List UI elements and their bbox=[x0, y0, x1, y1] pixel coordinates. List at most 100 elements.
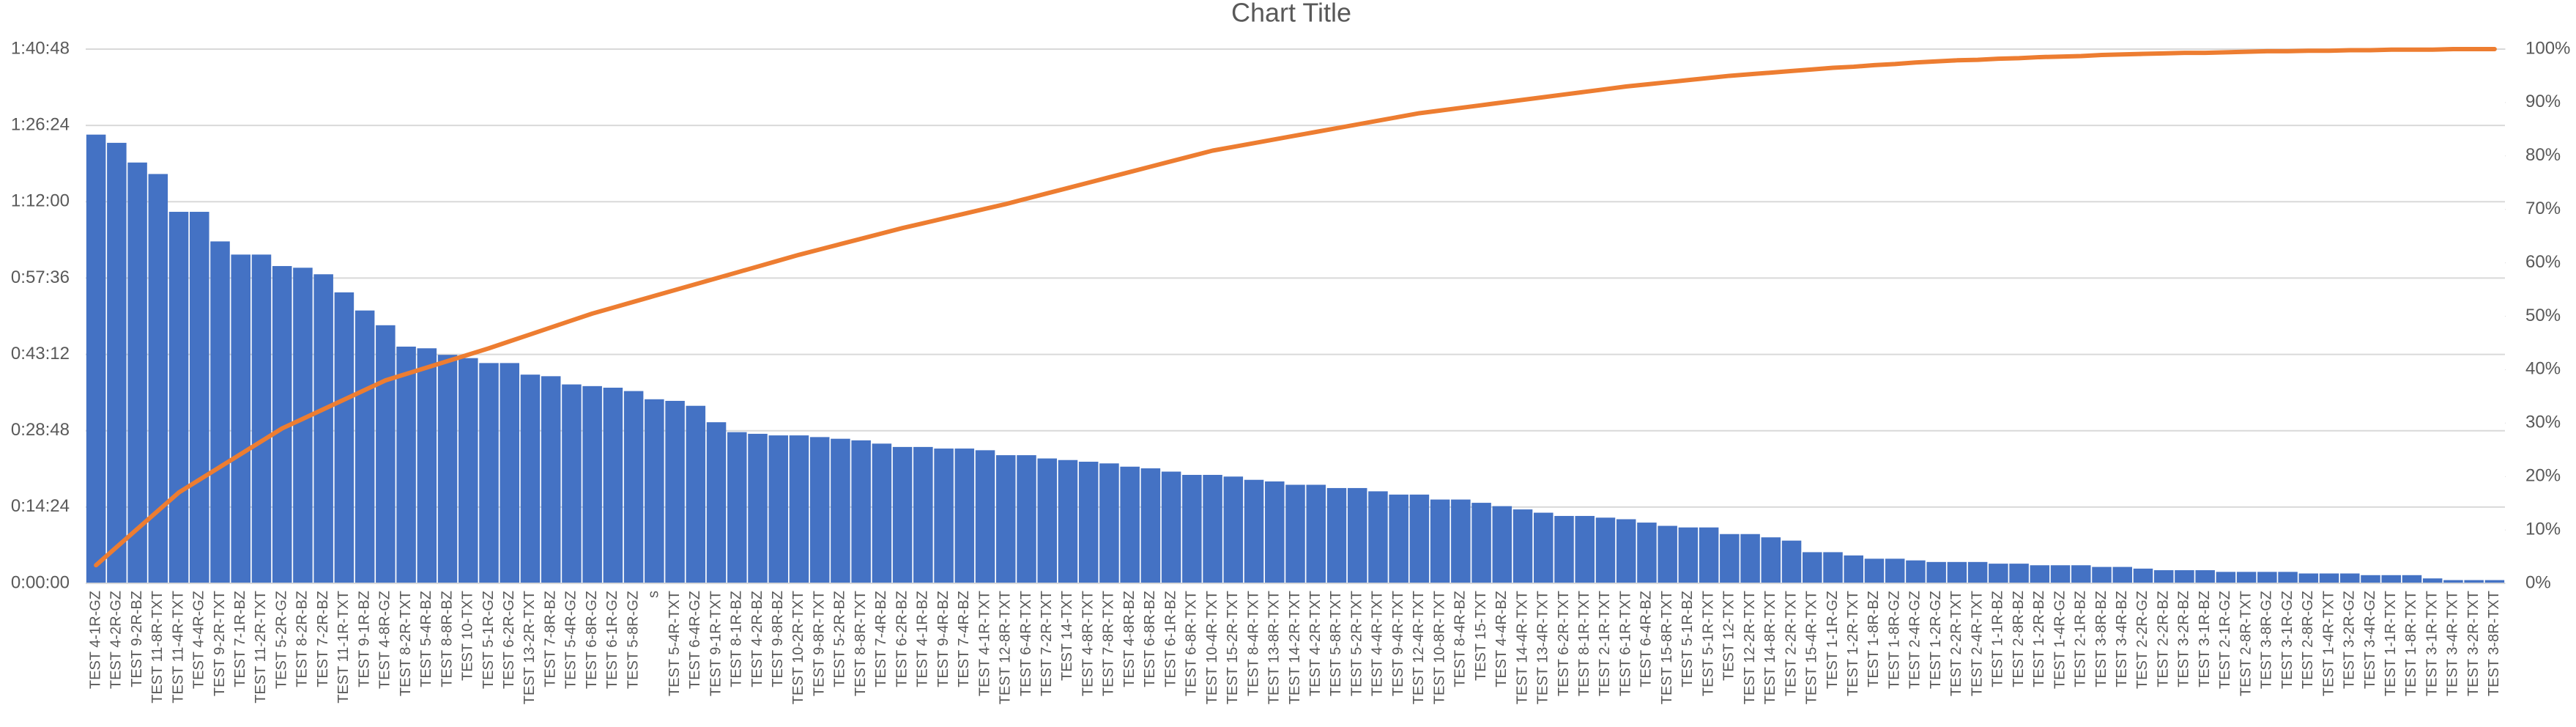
x-tick-label: TEST 11-8R-TXT bbox=[149, 591, 166, 704]
x-tick-label: TEST 2-2R-TXT bbox=[1948, 591, 1964, 696]
x-tick-label: TEST 3-2R-TXT bbox=[2465, 591, 2482, 696]
x-tick-label: TEST 2-2R-BZ bbox=[2155, 591, 2171, 687]
bar bbox=[500, 363, 519, 583]
bar bbox=[1306, 484, 1326, 583]
bar bbox=[2216, 572, 2236, 583]
bar bbox=[1347, 487, 1367, 583]
bar bbox=[1203, 474, 1222, 583]
bar bbox=[231, 254, 250, 583]
bar bbox=[934, 449, 954, 583]
x-tick-label: TEST 6-2R-GZ bbox=[501, 591, 517, 689]
x-tick-label: TEST 3-2R-GZ bbox=[2342, 591, 2358, 689]
y2-tick-label: 20% bbox=[2525, 466, 2561, 486]
x-tick-label: TEST 7-1R-BZ bbox=[232, 591, 248, 687]
x-tick-label: TEST 5-1R-TXT bbox=[1700, 591, 1716, 696]
bar bbox=[954, 449, 975, 583]
bar bbox=[2298, 573, 2319, 583]
x-tick-label: TEST 8-1R-TXT bbox=[1576, 591, 1592, 696]
bar bbox=[1554, 516, 1574, 583]
bar bbox=[768, 435, 788, 583]
x-tick-label: TEST 7-2R-BZ bbox=[315, 591, 331, 687]
bar bbox=[1265, 481, 1285, 583]
x-tick-label: TEST 12-4R-TXT bbox=[1411, 591, 1427, 704]
x-tick-label: TEST 9-8R-TXT bbox=[811, 591, 827, 696]
bar bbox=[2278, 572, 2298, 583]
x-tick-label: TEST 6-4R-BZ bbox=[1638, 591, 1655, 687]
bar bbox=[1409, 494, 1430, 583]
y-tick-label: 0:28:48 bbox=[11, 420, 70, 440]
bar bbox=[2381, 575, 2401, 583]
bar bbox=[1492, 506, 1512, 583]
x-tick-label: TEST 5-4R-TXT bbox=[667, 591, 683, 696]
bar bbox=[1967, 561, 1988, 583]
bar bbox=[376, 325, 396, 583]
x-tick-label: TEST 9-4R-TXT bbox=[1390, 591, 1406, 696]
x-tick-label: TEST 1-4R-TXT bbox=[2320, 591, 2336, 696]
x-tick-label: TEST 3-4R-GZ bbox=[2362, 591, 2378, 689]
bar bbox=[1844, 555, 1863, 583]
bar bbox=[1285, 484, 1305, 583]
x-tick-label: TEST 14-4R-TXT bbox=[1514, 591, 1530, 704]
x-tick-label: TEST 7-4R-BZ bbox=[873, 591, 889, 687]
bar bbox=[1078, 462, 1099, 583]
x-tick-label: TEST 10-TXT bbox=[460, 591, 476, 681]
bar bbox=[1471, 503, 1491, 583]
x-tick-label: TEST 7-8R-BZ bbox=[542, 591, 558, 687]
y-tick-label: 0:14:24 bbox=[11, 496, 70, 516]
bar bbox=[1223, 476, 1244, 583]
bar bbox=[2071, 565, 2091, 583]
bar bbox=[2402, 575, 2422, 583]
bar bbox=[2422, 578, 2443, 583]
bar bbox=[2112, 567, 2132, 583]
bar bbox=[1699, 527, 1719, 583]
x-tick-label: TEST 6-1R-GZ bbox=[604, 591, 620, 689]
bar bbox=[1451, 499, 1471, 583]
bar bbox=[107, 142, 127, 583]
bar bbox=[1658, 525, 1677, 583]
x-tick-label: TEST 9-1R-TXT bbox=[708, 591, 724, 696]
x-tick-label: TEST 8-4R-TXT bbox=[1245, 591, 1261, 696]
x-tick-label: TEST 3-8R-BZ bbox=[2093, 591, 2109, 687]
bar bbox=[686, 405, 706, 583]
bar bbox=[1017, 455, 1036, 583]
x-tick-label: TEST 5-1R-BZ bbox=[1679, 591, 1696, 687]
x-tick-label: TEST 4-4R-TXT bbox=[1370, 591, 1386, 696]
bar bbox=[2361, 575, 2380, 583]
bar bbox=[396, 346, 416, 583]
bar bbox=[2050, 565, 2071, 583]
x-tick-label: TEST 4-4R-GZ bbox=[191, 591, 207, 689]
x-tick-label: TEST 12-TXT bbox=[1721, 591, 1737, 681]
x-tick-label: TEST 6-8R-BZ bbox=[1142, 591, 1158, 687]
bar bbox=[727, 432, 747, 583]
bar bbox=[210, 241, 230, 583]
x-tick-label: TEST 6-4R-TXT bbox=[1018, 591, 1034, 696]
bar bbox=[1864, 558, 1885, 583]
bar bbox=[2464, 580, 2484, 583]
x-tick-label: TEST 1-8R-TXT bbox=[2403, 591, 2419, 696]
x-tick-label: TEST 4-8R-BZ bbox=[1121, 591, 1137, 687]
bar bbox=[2133, 568, 2153, 583]
x-tick-label: TEST 10-4R-TXT bbox=[1204, 591, 1220, 704]
bar bbox=[1575, 516, 1595, 583]
bar bbox=[1182, 474, 1202, 583]
x-tick-label: TEST 3-1R-TXT bbox=[2424, 591, 2440, 696]
bar bbox=[1616, 519, 1636, 583]
bar bbox=[1906, 560, 1926, 583]
x-tick-label: TEST 9-1R-BZ bbox=[356, 591, 372, 687]
bar bbox=[86, 134, 106, 583]
bar bbox=[2153, 570, 2174, 583]
x-tick-label: TEST 1-4R-GZ bbox=[2052, 591, 2068, 689]
bar bbox=[1678, 527, 1699, 583]
x-tick-label: TEST 6-8R-GZ bbox=[584, 591, 600, 689]
bar bbox=[2092, 567, 2112, 583]
bar bbox=[251, 254, 272, 583]
x-tick-label: TEST 2-4R-GZ bbox=[1907, 591, 1923, 689]
x-tick-label: TEST 8-8R-TXT bbox=[853, 591, 869, 696]
y2-tick-label: 80% bbox=[2525, 145, 2561, 165]
x-tick-label: TEST 1-2R-GZ bbox=[1928, 591, 1944, 689]
bar bbox=[1058, 460, 1078, 583]
bar bbox=[645, 399, 664, 583]
x-tick-label: TEST 6-1R-TXT bbox=[1617, 591, 1633, 696]
bar bbox=[2484, 580, 2505, 583]
